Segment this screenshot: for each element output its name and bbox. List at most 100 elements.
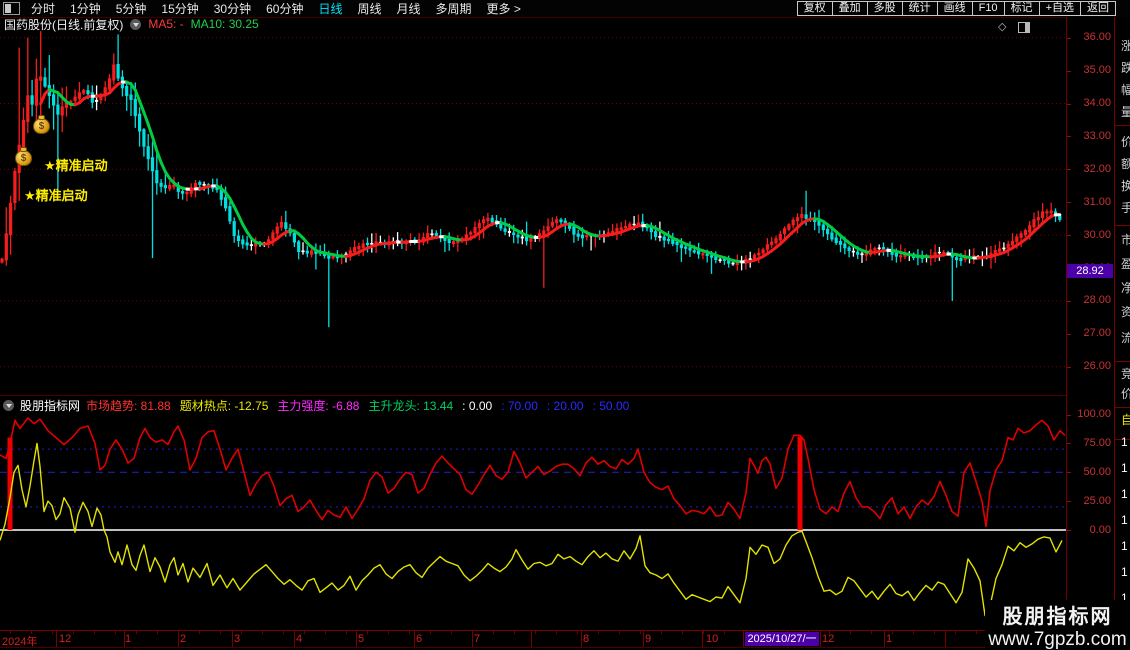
date-tick xyxy=(640,631,641,634)
chevron-circle-icon[interactable] xyxy=(130,18,142,30)
toolbar-button-5[interactable]: F10 xyxy=(971,1,1005,16)
date-label-12: 12 xyxy=(822,633,835,645)
sidebar-separator xyxy=(1115,407,1130,408)
date-tick xyxy=(619,631,620,634)
period-tab-6[interactable]: 日线 xyxy=(318,2,343,16)
toolbar-button-4[interactable]: 画线 xyxy=(936,1,973,16)
price-tick-mark xyxy=(1067,37,1071,39)
period-tab-4[interactable]: 30分钟 xyxy=(213,2,252,16)
price-tick-mark xyxy=(1067,300,1071,302)
date-tick xyxy=(871,631,872,634)
date-tick xyxy=(451,631,452,634)
top-toolbar: 分时 1分钟 5分钟 15分钟 30分钟 60分钟 日线 周线 月线 多周期 更多 > 复权 叠加 多股… xyxy=(0,0,1130,18)
pane-icon[interactable] xyxy=(1018,22,1030,33)
date-tick xyxy=(682,631,683,634)
month-separator xyxy=(178,631,179,647)
sidebar-fragment-8: 市 xyxy=(1121,231,1130,248)
month-separator xyxy=(56,631,57,647)
indicator-metrics: 市场趋势: 81.88 题材热点: -12.75 主力强度: -6.88 主升龙头: … xyxy=(86,397,638,414)
date-tick xyxy=(115,631,116,634)
indicator-tick-mark xyxy=(1067,414,1071,416)
sidebar-fragment-11: 资 xyxy=(1121,303,1130,320)
title-row: 国药股份(日线.前复权) MA5: - MA10: 30.25 xyxy=(4,17,259,32)
indicator-metric-5: : 70.00 xyxy=(501,398,538,413)
date-tick xyxy=(367,631,368,634)
month-separator xyxy=(884,631,885,647)
price-tick-label: 36.00 xyxy=(1083,31,1111,44)
toolbar-buttons: 复权 叠加 多股 统计 画线 F10 标记 +自选 返回 xyxy=(796,1,1130,16)
month-separator xyxy=(581,631,582,647)
toolbar-button-8[interactable]: 返回 xyxy=(1080,1,1116,16)
date-tick xyxy=(829,631,830,634)
toolbar-button-2[interactable]: 多股 xyxy=(866,1,903,16)
chevron-circle-icon[interactable] xyxy=(3,399,14,411)
date-label-11: 10 xyxy=(706,633,719,645)
date-tick xyxy=(388,631,389,634)
month-separator xyxy=(743,631,744,647)
toolbar-button-7[interactable]: +自选 xyxy=(1038,1,1081,16)
sidebar-separator xyxy=(1115,439,1130,440)
window-split-icon[interactable] xyxy=(3,2,20,15)
diamond-icon[interactable]: ◇ xyxy=(998,21,1007,33)
toolbar-button-6[interactable]: 标记 xyxy=(1003,1,1040,16)
month-separator xyxy=(643,631,644,647)
indicator-tick-label: 75.00 xyxy=(1083,436,1111,449)
price-tick-label: 35.00 xyxy=(1083,64,1111,77)
period-tab-9[interactable]: 多周期 xyxy=(435,2,472,16)
indicator-metric-6: : 20.00 xyxy=(546,398,584,413)
sidebar-fragment-3: 量 xyxy=(1121,103,1130,120)
date-tick xyxy=(283,631,284,634)
date-tick xyxy=(577,631,578,634)
sidebar-fragment-9: 盈 xyxy=(1121,255,1130,272)
date-tick xyxy=(220,631,221,634)
date-tick xyxy=(913,631,914,634)
sidebar-fragment-22: 1 xyxy=(1121,591,1128,605)
sidebar-fragment-16: 1 xyxy=(1121,435,1128,449)
date-tick xyxy=(409,631,410,634)
period-tab-0[interactable]: 分时 xyxy=(31,2,56,16)
date-axis[interactable]: 2024年 12 1 2 3 4 5 6 7 8 9 10 12 1 2025/10/27/一 xyxy=(0,630,1066,648)
sidebar-fragment-20: 1 xyxy=(1121,539,1128,553)
date-tick xyxy=(304,631,305,634)
date-label-7: 6 xyxy=(416,633,423,645)
sidebar-fragment-4: 价 xyxy=(1121,133,1130,150)
toolbar-button-1[interactable]: 叠加 xyxy=(831,1,868,16)
period-tab-1[interactable]: 1分钟 xyxy=(70,2,101,16)
period-tab-2[interactable]: 5分钟 xyxy=(115,2,147,16)
date-tick xyxy=(31,631,32,634)
period-tab-3[interactable]: 15分钟 xyxy=(161,2,199,16)
period-tab-10[interactable]: 更多 > xyxy=(486,2,521,16)
sidebar-fragment-7: 手 xyxy=(1121,199,1130,216)
price-tick-label: 26.00 xyxy=(1083,360,1111,373)
date-label-6: 5 xyxy=(358,633,365,645)
period-tab-5[interactable]: 60分钟 xyxy=(266,2,304,16)
price-tick-label: 30.00 xyxy=(1083,228,1111,241)
sidebar-separator xyxy=(1115,125,1130,126)
date-tick xyxy=(73,631,74,634)
period-tab-7[interactable]: 周线 xyxy=(357,2,382,16)
sidebar-fragment-18: 1 xyxy=(1121,487,1128,501)
period-tab-8[interactable]: 月线 xyxy=(396,2,421,16)
date-label-2: 1 xyxy=(125,633,132,645)
date-tick xyxy=(346,631,347,634)
indicator-chart[interactable] xyxy=(0,413,1066,630)
date-tick xyxy=(199,631,200,634)
sidebar-fragment-0: 涨 xyxy=(1121,37,1130,54)
stock-title[interactable]: 国药股份(日线.前复权) xyxy=(4,17,124,32)
price-tick-label: 34.00 xyxy=(1083,97,1111,109)
price-tick-mark xyxy=(1067,202,1071,204)
price-tick-mark xyxy=(1067,70,1071,72)
sidebar-fragment-1: 跌 xyxy=(1121,59,1130,76)
sidebar-fragment-5: 额 xyxy=(1121,155,1130,172)
date-tick xyxy=(157,631,158,634)
date-tick xyxy=(10,631,11,634)
date-tick xyxy=(94,631,95,634)
indicator-tick-label: 25.00 xyxy=(1083,494,1111,507)
toolbar-button-3[interactable]: 统计 xyxy=(901,1,938,16)
candlestick-chart[interactable] xyxy=(0,30,1066,394)
indicator-source[interactable]: 股朋指标网 xyxy=(20,398,81,413)
toolbar-button-0[interactable]: 复权 xyxy=(796,1,833,16)
period-tabs: 分时 1分钟 5分钟 15分钟 30分钟 60分钟 日线 周线 月线 多周期 更多 > xyxy=(20,0,521,17)
sidebar-fragment-6: 换 xyxy=(1121,177,1130,194)
